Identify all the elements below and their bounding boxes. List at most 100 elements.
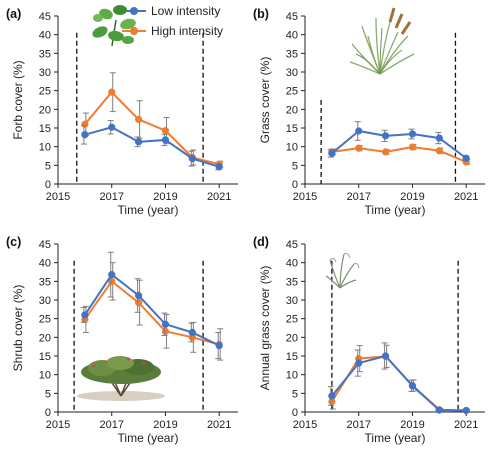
high-intensity-point	[161, 327, 170, 335]
y-tick-label: 45	[39, 239, 51, 251]
y-tick-label: 45	[286, 11, 298, 23]
high-intensity-line	[84, 90, 220, 166]
high-intensity-point	[355, 144, 363, 152]
panel-label: (d)	[253, 235, 269, 249]
legend: Low intensity High intensity	[122, 4, 223, 38]
y-tick-label: 0	[45, 179, 51, 191]
low-intensity-point	[81, 131, 89, 139]
y-axis-label: Grass cover (%)	[258, 57, 272, 144]
shrub-plant-icon	[77, 356, 165, 401]
low-intensity-point	[435, 406, 443, 414]
panel-label: (b)	[253, 7, 269, 21]
y-tick-label: 35	[286, 276, 298, 288]
x-axis-label: Time (year)	[118, 203, 179, 217]
low-intensity-point	[408, 130, 417, 138]
high-intensity-point	[408, 143, 417, 151]
x-tick-label: 2015	[46, 419, 70, 431]
y-tick-label: 25	[39, 314, 51, 326]
x-tick-label: 2015	[293, 191, 317, 203]
low-intensity-line	[84, 126, 220, 168]
y-axis-label: Annual grass cover (%)	[258, 266, 272, 391]
y-tick-label: 10	[286, 142, 298, 154]
x-tick-label: 2021	[454, 191, 478, 203]
x-axis-label: Time (year)	[365, 203, 426, 217]
low-intensity-point	[355, 359, 363, 367]
high-intensity-line	[331, 355, 467, 412]
low-intensity-point	[215, 341, 223, 350]
x-tick-label: 2019	[153, 191, 177, 203]
y-axis-label: Forb cover (%)	[11, 60, 25, 139]
y-tick-label: 20	[39, 332, 51, 344]
low-intensity-point	[328, 392, 336, 400]
high-intensity-point	[134, 115, 143, 124]
panel-annual-grass-cover: 0 5 10 15 20 25 30 35 40 45 2015 2017 2019 2021 Time (…	[253, 235, 485, 445]
low-intensity-point	[108, 271, 116, 279]
x-tick-label: 2019	[400, 419, 424, 431]
low-intensity-point	[328, 149, 336, 157]
annual-grass-icon	[325, 253, 360, 289]
high-intensity-point	[81, 120, 89, 128]
low-intensity-point	[134, 138, 143, 146]
y-tick-label: 15	[286, 351, 298, 363]
y-tick-label: 0	[292, 407, 298, 419]
low-intensity-point	[81, 311, 89, 319]
forb-plant-icon	[92, 5, 136, 47]
high-intensity-point	[161, 127, 170, 135]
y-tick-label: 40	[39, 258, 51, 270]
y-tick-label: 10	[39, 142, 51, 154]
y-tick-label: 35	[286, 48, 298, 60]
low-intensity-point	[215, 163, 223, 171]
low-intensity-point	[408, 382, 417, 390]
panel-grass-cover: 0 5 10 15 20 25 30 35 40 45 2015 2017 2019 2021 Time (…	[253, 7, 485, 217]
high-intensity-point	[134, 299, 143, 307]
x-axis-label: Time (year)	[365, 431, 426, 445]
low-intensity-point	[462, 406, 470, 415]
low-intensity-point	[188, 155, 196, 163]
y-tick-label: 15	[286, 123, 298, 135]
legend-low-label: Low intensity	[151, 4, 220, 18]
y-tick-label: 40	[286, 30, 298, 42]
low-intensity-point	[435, 134, 443, 142]
y-tick-label: 30	[286, 295, 298, 307]
y-tick-label: 5	[45, 388, 51, 400]
y-tick-label: 5	[292, 388, 298, 400]
high-intensity-line	[84, 279, 220, 346]
y-tick-label: 0	[292, 179, 298, 191]
y-tick-label: 45	[286, 239, 298, 251]
y-tick-label: 40	[39, 30, 51, 42]
y-tick-label: 35	[39, 48, 51, 60]
low-intensity-point	[462, 154, 470, 162]
x-tick-label: 2021	[207, 419, 231, 431]
y-tick-label: 15	[39, 351, 51, 363]
low-intensity-point	[134, 291, 143, 300]
low-intensity-line	[331, 354, 467, 412]
panel-label: (c)	[6, 235, 21, 249]
low-intensity-point	[161, 136, 170, 144]
panel-forb-cover: 0 5 10 15 20 25 30 35 40 45 2015 2017 2019 2021 Time (…	[6, 7, 238, 217]
x-tick-label: 2017	[346, 191, 370, 203]
grass-plant-icon	[349, 7, 415, 75]
y-tick-label: 10	[286, 370, 298, 382]
high-intensity-point	[328, 397, 336, 406]
y-tick-label: 20	[286, 332, 298, 344]
y-tick-label: 35	[39, 276, 51, 288]
x-tick-label: 2021	[207, 191, 231, 203]
x-axis-label: Time (year)	[118, 431, 179, 445]
y-axis-label: Shrub cover (%)	[11, 285, 25, 372]
high-intensity-point	[435, 147, 443, 155]
x-tick-label: 2021	[454, 419, 478, 431]
high-intensity-point	[108, 88, 116, 96]
y-tick-label: 30	[39, 295, 51, 307]
high-intensity-line	[331, 146, 467, 163]
high-intensity-point	[108, 277, 116, 285]
x-tick-label: 2017	[99, 419, 123, 431]
y-tick-label: 45	[39, 11, 51, 23]
x-tick-label: 2019	[153, 419, 177, 431]
x-tick-label: 2015	[293, 419, 317, 431]
y-tick-label: 25	[39, 86, 51, 98]
high-intensity-point	[381, 148, 390, 156]
y-tick-label: 25	[286, 86, 298, 98]
panel-shrub-cover: 0 5 10 15 20 25 30 35 40 45 2015 2017 2019 2021 Time (…	[6, 235, 238, 445]
y-tick-label: 25	[286, 314, 298, 326]
